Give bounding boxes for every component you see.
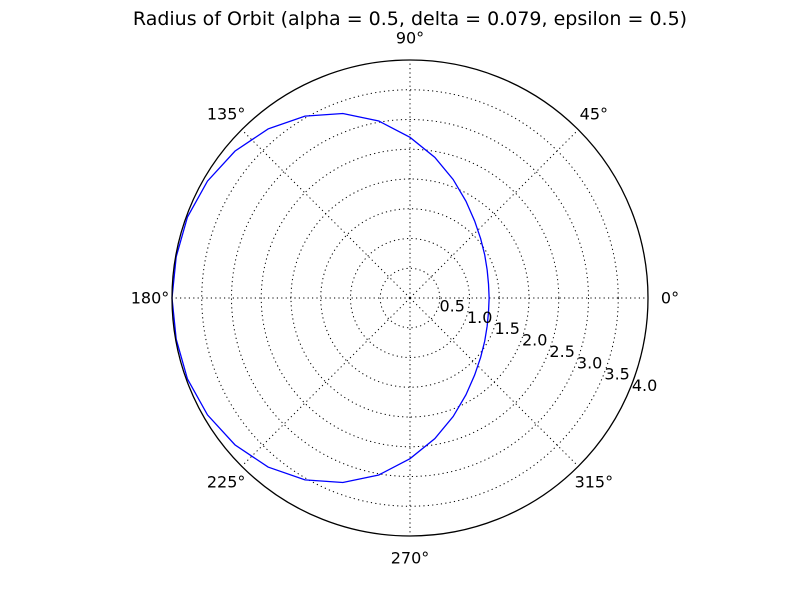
theta-tick-label-315: 315° (575, 472, 614, 491)
r-tick-label-3: 2.0 (522, 331, 547, 350)
theta-tick-label-0: 0° (661, 289, 679, 308)
r-tick-label-0: 0.5 (439, 296, 464, 315)
polar-frame (171, 59, 649, 537)
angular-gridline-5 (241, 297, 411, 467)
angular-gridline-1 (409, 129, 579, 299)
radial-gridline-0 (379, 267, 441, 329)
r-tick-label-7: 4.0 (632, 376, 657, 395)
radial-gridline-4 (260, 148, 560, 448)
angular-gridline-7 (409, 297, 579, 467)
chart-title: Radius of Orbit (alpha = 0.5, delta = 0.… (133, 8, 687, 30)
radial-gridline-2 (320, 208, 500, 388)
origin-marker (408, 296, 412, 300)
radial-gridline-5 (231, 119, 589, 477)
theta-tick-label-180: 180° (131, 289, 170, 308)
r-tick-label-6: 3.5 (604, 365, 629, 384)
theta-tick-label-135: 135° (207, 105, 246, 124)
polar-grid (172, 60, 648, 536)
r-tick-label-5: 3.0 (577, 353, 602, 372)
radial-gridline-1 (350, 238, 470, 358)
r-tick-label-1: 1.0 (467, 308, 492, 327)
radial-gridline-6 (201, 89, 619, 507)
theta-tick-label-90: 90° (396, 29, 424, 48)
r-tick-label-4: 2.5 (549, 342, 574, 361)
theta-tick-label-270: 270° (391, 549, 430, 568)
theta-tick-label-225: 225° (207, 472, 246, 491)
theta-tick-label-45: 45° (580, 105, 608, 124)
r-tick-label-2: 1.5 (494, 319, 519, 338)
angular-gridline-3 (241, 129, 411, 299)
tick-labels: 0° 45° 90° 135° 180° 225° 270° 315° 0.51.01.52.0… (131, 29, 679, 568)
